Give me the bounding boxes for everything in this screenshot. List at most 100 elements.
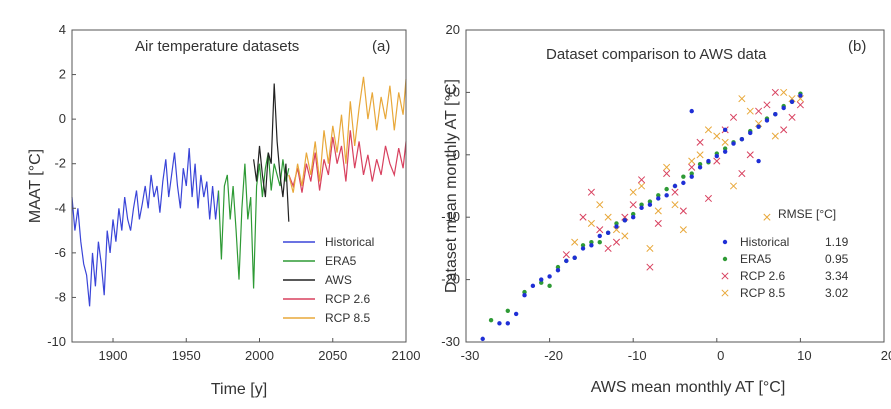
- scatter-point-rcp-8-5: [729, 182, 738, 190]
- scatter-point-rcp-8-5: [654, 207, 662, 215]
- scatter-point-era5: [656, 193, 661, 198]
- scatter-point-historical: [555, 268, 561, 273]
- scatter-point-rcp-2-6: [587, 188, 595, 196]
- chart-title-b: Dataset comparison to AWS data: [546, 46, 767, 63]
- legend-rmse-b: 3.34: [825, 269, 849, 283]
- scatter-point-rcp-2-6: [713, 157, 721, 165]
- scatter-point-historical: [722, 127, 728, 133]
- scatter-point-rcp-8-5: [629, 188, 637, 196]
- scatter-point-rcp-2-6: [738, 169, 746, 178]
- scatter-point-rcp-2-6: [771, 88, 779, 96]
- scatter-point-rcp-2-6: [688, 163, 696, 171]
- scatter-point-era5: [639, 202, 644, 207]
- scatter-point-rcp-8-5: [646, 244, 654, 252]
- scatter-point-rcp-8-5: [796, 95, 804, 103]
- scatter-point-era5: [597, 239, 602, 245]
- scatter-point-era5: [614, 221, 619, 226]
- scatter-point-historical: [731, 141, 736, 146]
- scatter-point-historical: [639, 205, 644, 211]
- scatter-point-rcp-8-5: [587, 219, 595, 227]
- scatter-point-rcp-2-6: [612, 238, 621, 246]
- scatter-point-rcp-2-6: [746, 151, 754, 159]
- scatter-point-historical: [580, 246, 586, 251]
- legend-rmse-b: 0.95: [825, 252, 849, 266]
- series-line-historical: [71, 148, 220, 307]
- panel-b: [465, 29, 885, 343]
- scatter-point-historical: [614, 224, 619, 229]
- y-tick-label-a: 4: [59, 22, 66, 37]
- y-tick-label-b: 0: [453, 147, 460, 162]
- scatter-point-era5: [547, 283, 552, 289]
- scatter-point-era5: [539, 280, 544, 285]
- scatter-point-era5: [580, 243, 586, 248]
- scatter-point-rcp-8-5: [663, 163, 671, 171]
- chart-title-a: Air temperature datasets: [135, 38, 299, 55]
- y-tick-label-a: -8: [54, 289, 66, 304]
- scatter-point-historical: [689, 174, 694, 179]
- scatter-point-rcp-2-6: [796, 101, 804, 109]
- scatter-point-historical: [764, 118, 770, 123]
- scatter-point-rcp-8-5: [612, 226, 621, 234]
- y-tick-label-b: -20: [441, 272, 460, 287]
- series-line-era5: [217, 152, 290, 289]
- legend-label-a: ERA5: [325, 254, 357, 268]
- scatter-point-historical: [722, 149, 728, 154]
- scatter-point-era5: [522, 289, 527, 295]
- scatter-point-rcp-8-5: [746, 107, 754, 115]
- x-axis-label-b: AWS mean monthly AT [°C]: [591, 379, 786, 396]
- y-tick-label-a: -4: [54, 200, 66, 215]
- scatter-point-era5: [589, 239, 594, 245]
- y-tick-label-a: -10: [47, 334, 66, 349]
- scatter-point-historical: [681, 180, 686, 186]
- legend-label-a: RCP 2.6: [325, 292, 370, 306]
- plot-frame-a: [71, 29, 407, 343]
- scatter-point-historical: [480, 336, 485, 342]
- scatter-point-historical: [513, 311, 519, 317]
- scatter-point-historical: [564, 258, 569, 264]
- scatter-point-historical: [656, 196, 661, 201]
- scatter-point-historical: [622, 218, 628, 223]
- legend-rmse-b: 3.02: [825, 286, 849, 300]
- scatter-point-historical: [798, 93, 803, 98]
- y-tick-label-a: -2: [54, 156, 66, 171]
- scatter-point-rcp-8-5: [704, 126, 712, 134]
- y-tick-label-b: -30: [441, 334, 460, 349]
- x-tick-label-a: 2100: [392, 348, 421, 363]
- scatter-point-rcp-8-5: [771, 132, 779, 140]
- scatter-point-rcp-8-5: [721, 138, 729, 146]
- scatter-point-era5: [681, 174, 686, 179]
- legend-marker-b: [721, 272, 729, 280]
- scatter-point-rcp-8-5: [738, 95, 746, 103]
- scatter-point-rcp-8-5: [571, 238, 579, 246]
- scatter-point-historical: [706, 158, 711, 164]
- scatter-point-rcp-8-5: [788, 95, 796, 103]
- scatter-point-historical: [773, 112, 778, 117]
- scatter-point-rcp-8-5: [621, 232, 629, 240]
- scatter-point-rcp-2-6: [596, 226, 604, 234]
- series-line-rcp-8-5: [288, 76, 407, 193]
- x-tick-label-a: 2050: [318, 348, 347, 363]
- legend-label-a: Historical: [325, 235, 374, 249]
- y-tick-label-b: -10: [441, 209, 460, 224]
- scatter-point-historical: [547, 274, 552, 279]
- scatter-point-rcp-8-5: [755, 120, 763, 128]
- scatter-point-historical: [522, 293, 527, 298]
- scatter-point-historical: [589, 243, 594, 248]
- legend-marker-b: [722, 239, 728, 245]
- legend-label-b: RCP 2.6: [740, 269, 785, 283]
- scatter-point-rcp-2-6: [621, 213, 629, 221]
- scatter-point-rcp-8-5: [604, 213, 612, 221]
- scatter-point-rcp-2-6: [604, 244, 612, 252]
- scatter-point-rcp-8-5: [713, 132, 721, 140]
- scatter-point-rcp-2-6: [579, 213, 587, 221]
- panel-label-b: (b): [848, 38, 866, 55]
- scatter-point-historical: [781, 105, 786, 111]
- legend-label-b: Historical: [740, 235, 789, 249]
- scatter-point-historical: [756, 124, 761, 129]
- scatter-point-historical: [572, 255, 577, 260]
- scatter-point-era5: [689, 171, 694, 176]
- legend-rmse-b: 1.19: [825, 235, 849, 249]
- scatter-point-historical: [689, 108, 694, 114]
- scatter-point-era5: [697, 161, 703, 167]
